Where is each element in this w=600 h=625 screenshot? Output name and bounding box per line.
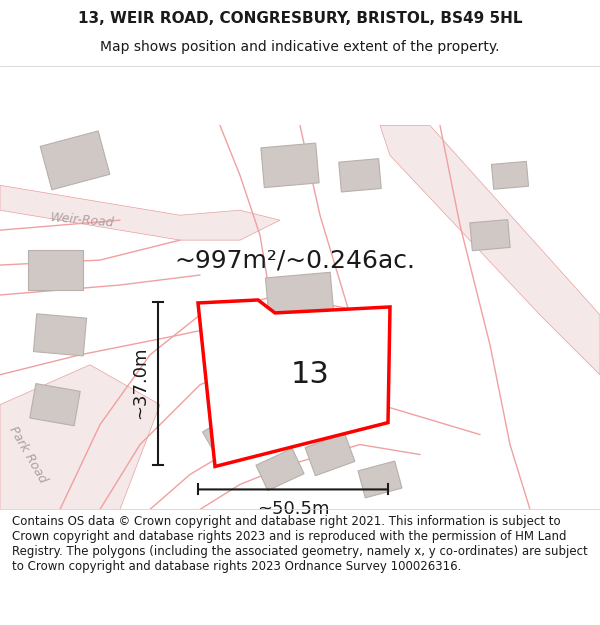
Polygon shape — [358, 461, 402, 498]
Text: ~37.0m: ~37.0m — [131, 347, 149, 419]
Polygon shape — [272, 354, 318, 396]
Polygon shape — [305, 433, 355, 476]
Polygon shape — [28, 250, 83, 290]
Polygon shape — [30, 384, 80, 426]
Text: Weir-Road: Weir-Road — [49, 211, 115, 229]
Polygon shape — [491, 161, 529, 189]
Polygon shape — [0, 185, 280, 240]
Text: ~997m²/~0.246ac.: ~997m²/~0.246ac. — [175, 248, 415, 272]
Polygon shape — [256, 448, 304, 491]
Polygon shape — [380, 126, 600, 375]
Polygon shape — [198, 300, 390, 466]
Text: ~50.5m: ~50.5m — [257, 501, 329, 518]
Text: Contains OS data © Crown copyright and database right 2021. This information is : Contains OS data © Crown copyright and d… — [12, 515, 588, 573]
Text: Map shows position and indicative extent of the property.: Map shows position and indicative extent… — [100, 40, 500, 54]
Polygon shape — [0, 365, 160, 509]
Polygon shape — [470, 219, 510, 251]
Text: 13: 13 — [290, 360, 329, 389]
Polygon shape — [203, 409, 257, 459]
Polygon shape — [40, 131, 110, 190]
Polygon shape — [34, 314, 86, 356]
Text: 13, WEIR ROAD, CONGRESBURY, BRISTOL, BS49 5HL: 13, WEIR ROAD, CONGRESBURY, BRISTOL, BS4… — [78, 11, 522, 26]
Polygon shape — [339, 159, 381, 192]
Polygon shape — [261, 143, 319, 188]
Polygon shape — [265, 272, 335, 328]
Text: Park Road: Park Road — [7, 424, 49, 485]
